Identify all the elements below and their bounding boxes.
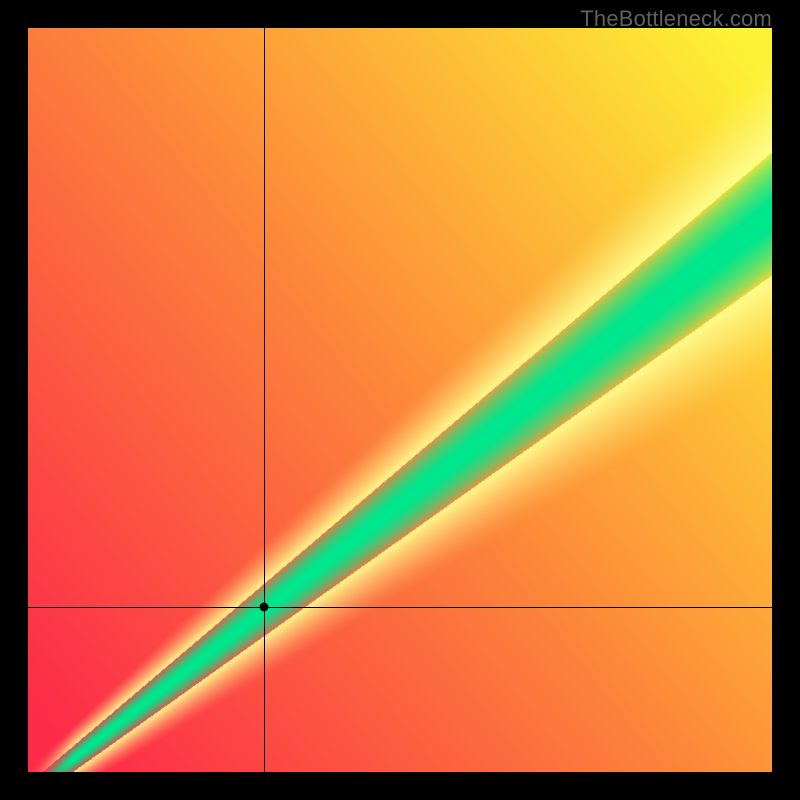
crosshair-marker [259, 602, 268, 611]
heatmap-canvas [28, 28, 772, 772]
watermark-text: TheBottleneck.com [580, 6, 772, 32]
crosshair-vertical [264, 28, 265, 772]
crosshair-horizontal [28, 607, 772, 608]
heatmap-plot [28, 28, 772, 772]
